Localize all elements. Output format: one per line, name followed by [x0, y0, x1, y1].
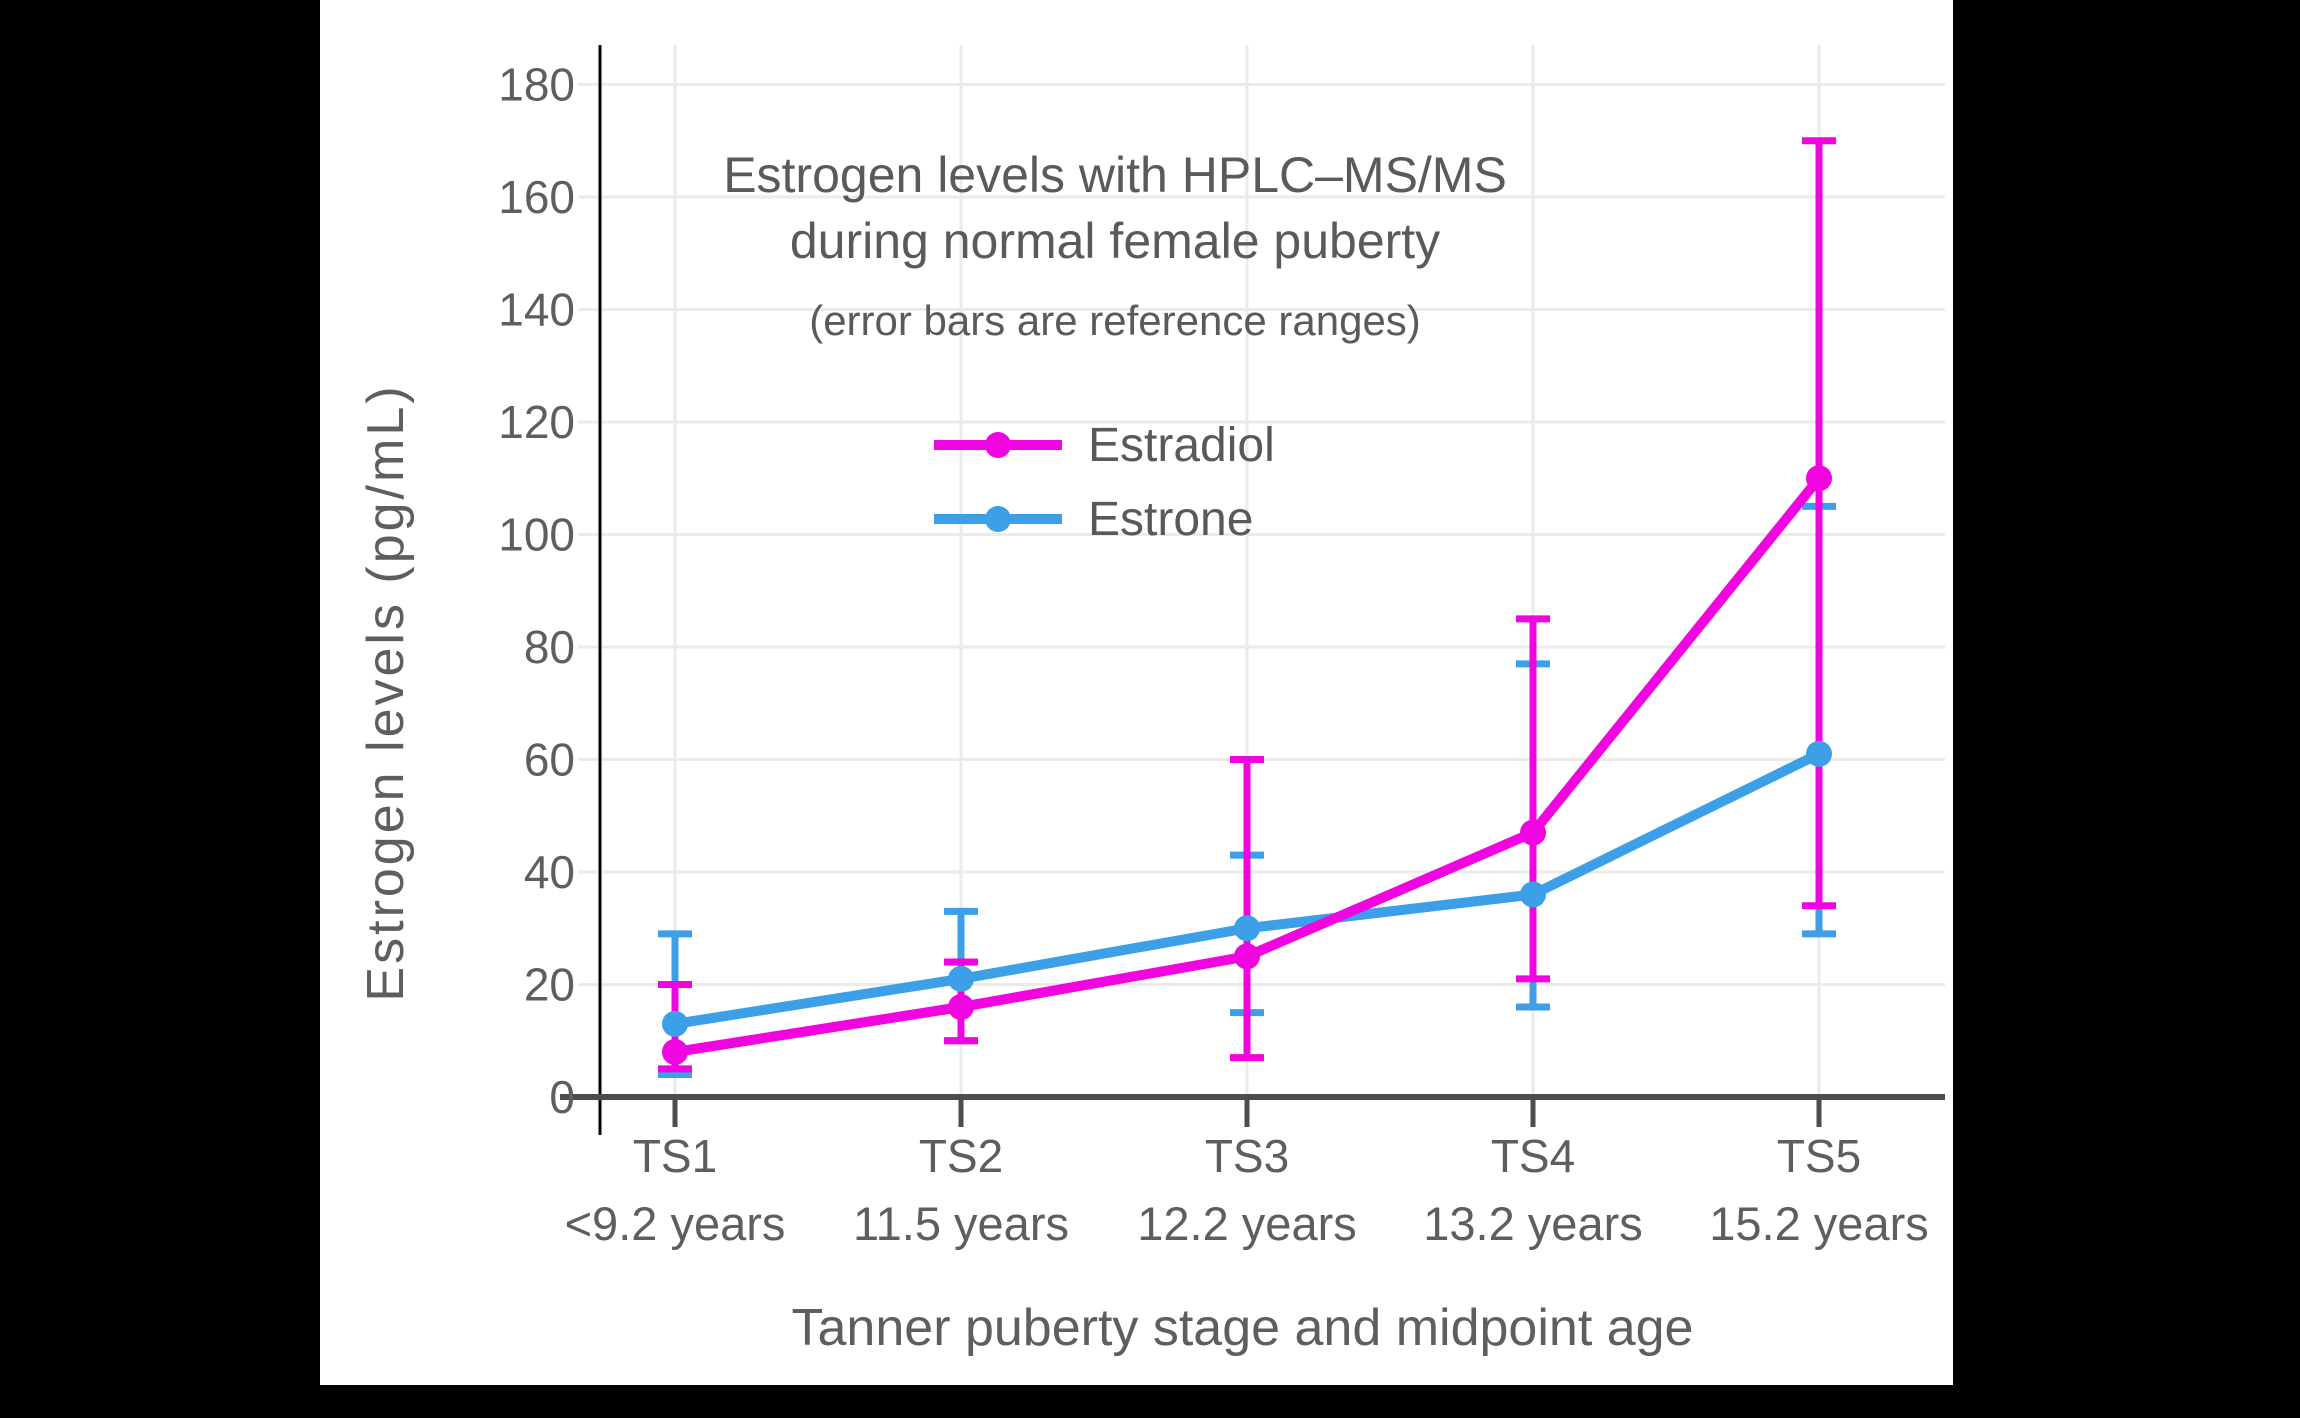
data-point — [948, 994, 974, 1020]
x-tick-label: TS1 — [633, 1130, 717, 1182]
legend-swatch — [934, 432, 1062, 458]
legend-label: Estradiol — [1088, 418, 1275, 472]
x-tick-label: TS3 — [1205, 1130, 1289, 1182]
x-age-label: 12.2 years — [1137, 1197, 1356, 1250]
data-point — [1520, 819, 1546, 846]
chart-panel: 0 20 40 60 80 100 120 140 160 180 TS1 TS2 TS3 TS4 TS5 <… — [320, 0, 1953, 1385]
x-tick-label: TS4 — [1491, 1130, 1575, 1182]
legend-item: Estrone — [932, 482, 1275, 556]
x-tick-label: TS5 — [1777, 1130, 1861, 1182]
y-tick-label: 160 — [498, 171, 575, 223]
x-age-label: 13.2 years — [1423, 1197, 1642, 1250]
legend-dot — [985, 506, 1011, 532]
y-tick-label: 0 — [549, 1071, 575, 1123]
data-point — [662, 1039, 688, 1065]
data-point — [1234, 943, 1260, 970]
y-tick-label: 60 — [524, 734, 575, 786]
x-age-label: 15.2 years — [1709, 1197, 1928, 1250]
y-tick-label: 180 — [498, 59, 575, 111]
legend-label: Estrone — [1088, 492, 1254, 546]
y-tick-label: 140 — [498, 284, 575, 336]
data-point — [1806, 465, 1832, 492]
y-tick-label: 120 — [498, 396, 575, 448]
y-tick-label: 40 — [524, 846, 575, 898]
chart-title-line1: Estrogen levels with HPLC–MS/MS — [723, 147, 1507, 203]
data-point — [1806, 740, 1832, 767]
y-axis-title: Estrogen levels (pg/mL) — [357, 383, 415, 1002]
x-tick-label: TS2 — [919, 1130, 1003, 1182]
y-tick-label: 100 — [498, 509, 575, 561]
data-point — [1520, 881, 1546, 908]
chart-title-block: Estrogen levels with HPLC–MS/MS during n… — [720, 142, 1510, 346]
legend: Estradiol Estrone — [932, 408, 1275, 556]
legend-swatch — [934, 506, 1062, 532]
x-age-label: 11.5 years — [853, 1197, 1069, 1250]
y-tick-label: 80 — [524, 621, 575, 673]
legend-item: Estradiol — [932, 408, 1275, 482]
chart-plot: 0 20 40 60 80 100 120 140 160 180 TS1 TS2 TS3 TS4 TS5 <… — [498, 45, 1945, 1250]
x-axis-title: Tanner puberty stage and midpoint age — [791, 1299, 1694, 1357]
data-point — [662, 1010, 688, 1037]
x-age-label: <9.2 years — [565, 1197, 786, 1250]
legend-dot — [985, 432, 1011, 458]
data-point — [1234, 915, 1260, 942]
chart-subtitle: (error bars are reference ranges) — [809, 297, 1421, 344]
y-tick-label: 20 — [524, 959, 575, 1011]
data-point — [948, 965, 974, 992]
chart-title-line2: during normal female puberty — [789, 213, 1441, 269]
